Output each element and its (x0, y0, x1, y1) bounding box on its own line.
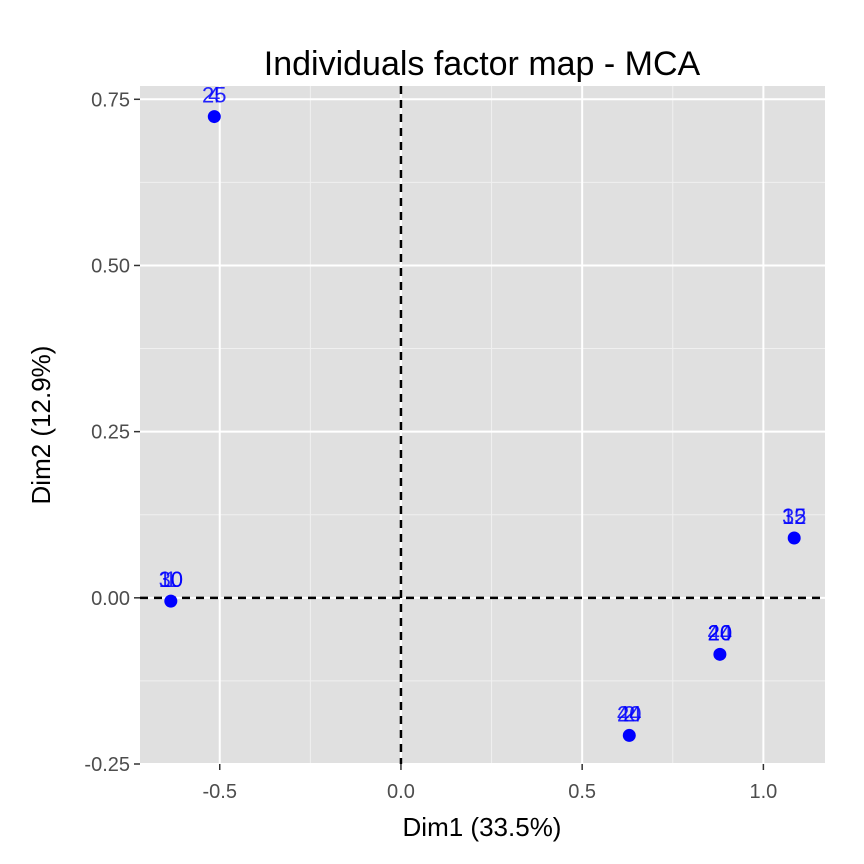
y-tick-label: 0.50 (91, 255, 130, 277)
y-tick-label: 0.00 (91, 588, 130, 610)
data-point-label: 2 (623, 701, 635, 726)
data-point-label: 10 (159, 567, 183, 592)
y-tick-label: 0.25 (91, 422, 130, 444)
data-point-label: 12 (782, 504, 806, 529)
data-point-label: 40 (708, 620, 732, 645)
x-axis-ticks: -0.5 0.0 0.5 1.0 (203, 764, 777, 803)
data-point-label: 4 (208, 83, 220, 108)
data-point-label: 30 (159, 567, 183, 592)
y-tick-label: 0.75 (91, 89, 130, 111)
data-point (787, 531, 801, 545)
y-axis-ticks: -0.25 0.00 0.25 0.50 0.75 (84, 89, 140, 776)
data-point (164, 594, 178, 608)
x-tick-label: 0.5 (568, 781, 596, 803)
x-tick-label: 1.0 (749, 781, 777, 803)
data-point-label: 40 (617, 701, 641, 726)
plot-panel (140, 86, 825, 764)
chart-title: Individuals factor map - MCA (264, 45, 701, 83)
data-point-label: 24 (617, 701, 641, 726)
data-point-label: 25 (202, 83, 226, 108)
x-tick-label: 0.0 (387, 781, 415, 803)
data-points (164, 110, 801, 742)
data-point (713, 647, 727, 661)
y-axis-title: Dim2 (12.9%) (26, 346, 56, 505)
data-point-label: 1 (165, 567, 177, 592)
data-point (207, 110, 221, 124)
data-point-label: 24 (708, 620, 732, 645)
data-point-label: 20 (708, 620, 732, 645)
data-point (622, 728, 636, 742)
reference-lines (140, 86, 825, 764)
minor-grid (140, 86, 825, 764)
x-tick-label: -0.5 (203, 781, 237, 803)
x-axis-title: Dim1 (33.5%) (403, 812, 562, 842)
data-point-label: 35 (782, 504, 806, 529)
y-tick-label: -0.25 (84, 754, 130, 776)
